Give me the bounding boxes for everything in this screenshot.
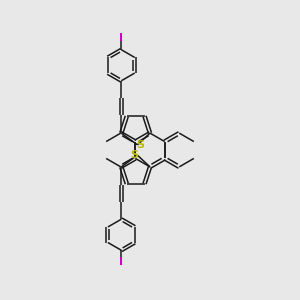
Text: S: S — [136, 140, 144, 150]
Text: I: I — [119, 257, 123, 267]
Text: I: I — [119, 33, 123, 43]
Text: S: S — [130, 150, 139, 160]
